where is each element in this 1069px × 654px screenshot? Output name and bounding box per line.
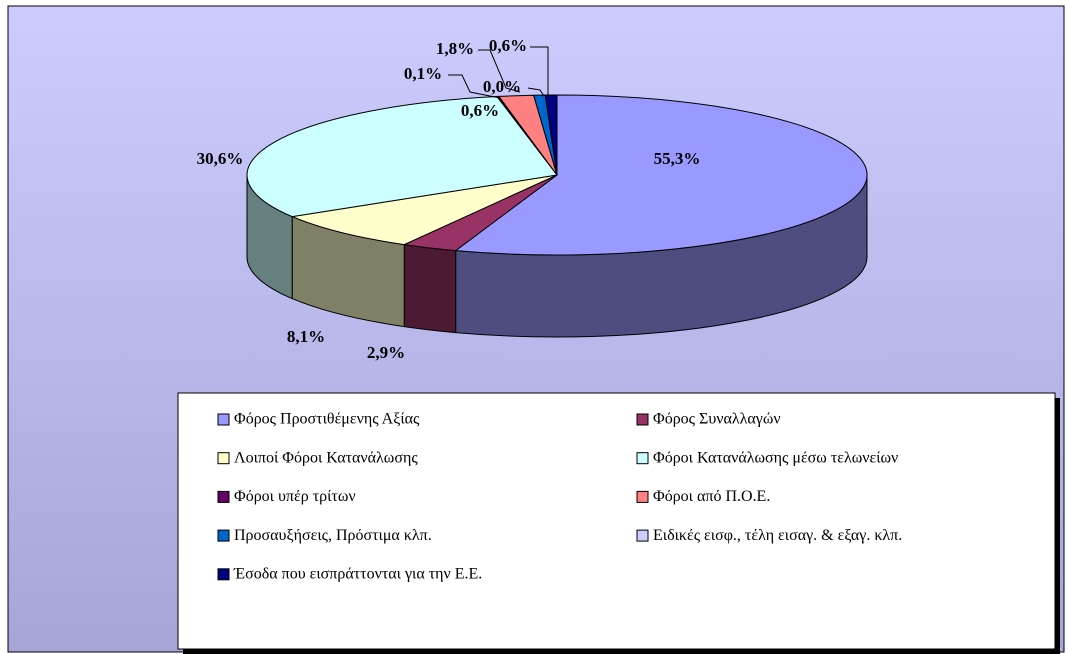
legend-swatch bbox=[636, 413, 649, 426]
legend-swatch bbox=[217, 490, 230, 503]
data-label: 0,0% bbox=[483, 77, 521, 96]
data-label: 0,6% bbox=[461, 101, 499, 120]
legend-items: Φόρος Προστιθέμενης Αξίας Φόρος Συναλλαγώ… bbox=[217, 411, 902, 582]
legend bbox=[177, 392, 1056, 650]
data-label: 0,6% bbox=[489, 36, 527, 55]
leader-line bbox=[448, 74, 501, 99]
legend-swatch bbox=[217, 529, 230, 542]
pie bbox=[246, 94, 868, 338]
data-label: 2,9% bbox=[367, 343, 405, 362]
slice bbox=[290, 174, 558, 246]
legend-label: Λοιποί Φόροι Κατανάλωσης bbox=[234, 449, 418, 466]
data-label: 8,1% bbox=[287, 327, 325, 346]
legend-label: Φόρος Συναλλαγών bbox=[653, 411, 781, 428]
legend-label: Φόροι υπέρ τρίτων bbox=[234, 488, 356, 505]
legend-label: Φόροι από Π.Ο.Ε. bbox=[653, 488, 770, 505]
legend-swatch bbox=[636, 490, 649, 503]
legend-swatch bbox=[217, 452, 230, 465]
data-label: 0,1% bbox=[404, 64, 442, 83]
slice bbox=[454, 94, 868, 256]
slice bbox=[246, 96, 558, 218]
slice-side bbox=[403, 244, 457, 334]
data-label: 1,8% bbox=[436, 39, 474, 58]
legend-swatch bbox=[636, 452, 649, 465]
legend-label: Φόρος Προστιθέμενης Αξίας bbox=[234, 411, 420, 428]
leader-lines bbox=[448, 46, 549, 99]
slice bbox=[544, 94, 558, 176]
legend-label: Έσοδα που εισπράττονται για την Ε.Ε. bbox=[233, 565, 482, 582]
leader-line bbox=[478, 49, 521, 93]
legend-label: Προσαυξήσεις, Πρόστιμα κλπ. bbox=[234, 527, 432, 544]
leader-line bbox=[527, 87, 545, 97]
legend-label: Ειδικές εισφ., τέλη εισαγ. & εξαγ. κλπ. bbox=[653, 527, 902, 544]
data-label: 55,3% bbox=[654, 149, 701, 168]
legend-swatch bbox=[217, 413, 230, 426]
data-label: 30,6% bbox=[197, 149, 244, 168]
legend-swatch bbox=[217, 568, 230, 581]
leader-line bbox=[530, 46, 549, 96]
legend-swatch bbox=[636, 529, 649, 542]
legend-label: Φόροι Κατανάλωσης μέσω τελωνείων bbox=[653, 449, 898, 466]
